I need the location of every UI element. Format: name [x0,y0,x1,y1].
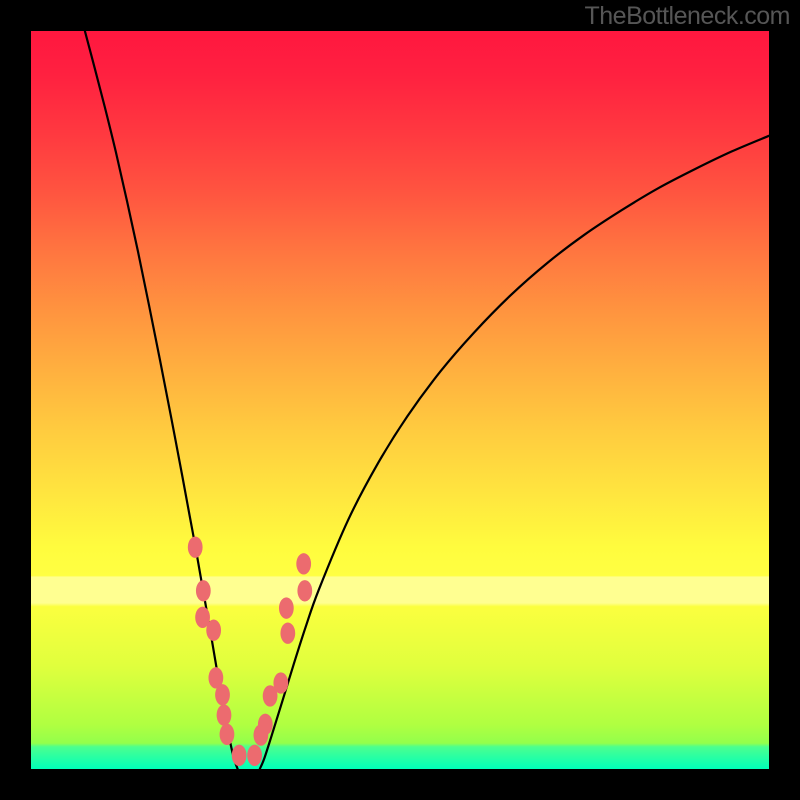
data-point-marker [206,620,221,641]
data-point-marker [217,704,232,725]
data-point-marker [232,745,247,766]
watermark-text: TheBottleneck.com [585,2,791,31]
data-point-marker [279,597,294,618]
data-point-marker [215,684,230,705]
bottleneck-curve-chart [31,31,769,769]
data-point-marker [188,537,203,558]
data-point-marker [196,580,211,601]
data-point-marker [258,714,273,735]
data-point-marker [280,623,295,644]
data-point-marker [273,672,288,693]
data-point-marker [247,745,262,766]
data-point-marker [297,580,312,601]
chart-background-gradient [31,31,769,769]
data-point-marker [296,553,311,574]
data-point-marker [220,724,235,745]
